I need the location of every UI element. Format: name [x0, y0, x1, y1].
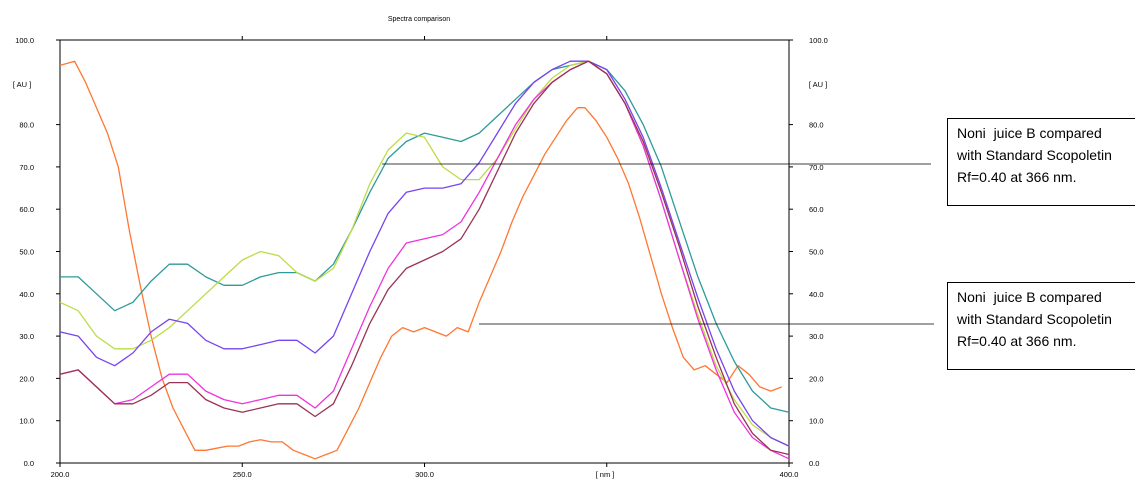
- x-tick-label: 400.0: [780, 470, 799, 479]
- y-tick-label-right: 10.0: [809, 417, 824, 426]
- annotation-line: with Standard Scopoletin: [957, 147, 1112, 163]
- series-line-2: [60, 60, 790, 413]
- series-line-1: [59, 60, 782, 460]
- y-tick-label-right: 60.0: [809, 205, 824, 214]
- y-tick-label-right: 40.0: [809, 290, 824, 299]
- y-axis-label-left: [ AU ]: [13, 80, 31, 89]
- y-tick-label-right: 30.0: [809, 332, 824, 341]
- annotation-line: Rf=0.40 at 366 nm.: [957, 333, 1077, 349]
- y-tick-label-left: 60.0: [19, 205, 34, 214]
- annotation-line: Noni juice B compared: [957, 289, 1102, 305]
- y-tick-label-right: 0.0: [809, 459, 819, 468]
- y-tick-label-right: 80.0: [809, 121, 824, 130]
- y-tick-label-right: 100.0: [809, 36, 828, 45]
- chart-title: Spectra comparison: [388, 16, 450, 23]
- y-tick-label-left: 70.0: [19, 163, 34, 172]
- y-tick-label-left: 0.0: [24, 459, 34, 468]
- x-axis-label: [ nm ]: [596, 470, 615, 479]
- annotation-line: Rf=0.40 at 366 nm.: [957, 169, 1077, 185]
- series-line-6: [59, 60, 790, 456]
- y-tick-label-left: 30.0: [19, 332, 34, 341]
- annotation-box-1: Noni juice B compared with Standard Scop…: [947, 118, 1135, 206]
- y-tick-label-left: 50.0: [19, 248, 34, 257]
- series-line-5: [59, 60, 790, 460]
- annotation-box-2: Noni juice B compared with Standard Scop…: [947, 282, 1135, 370]
- y-tick-label-right: 50.0: [809, 248, 824, 257]
- y-tick-label-right: 70.0: [809, 163, 824, 172]
- x-tick-label: 300.0: [415, 470, 434, 479]
- annotation-line: Noni juice B compared: [957, 125, 1102, 141]
- x-tick-label: 250.0: [233, 470, 252, 479]
- y-tick-label-left: 40.0: [19, 290, 34, 299]
- y-tick-label-left: 20.0: [19, 374, 34, 383]
- series-line-3: [59, 60, 790, 447]
- y-tick-label-left: 10.0: [19, 417, 34, 426]
- y-tick-label-left: 80.0: [19, 121, 34, 130]
- y-tick-label-left: 100.0: [15, 36, 34, 45]
- annotation-line: with Standard Scopoletin: [957, 311, 1112, 327]
- y-tick-label-right: 20.0: [809, 374, 824, 383]
- series-line-4: [59, 60, 790, 447]
- y-axis-label-right: [ AU ]: [809, 80, 827, 89]
- x-tick-label: 200.0: [51, 470, 70, 479]
